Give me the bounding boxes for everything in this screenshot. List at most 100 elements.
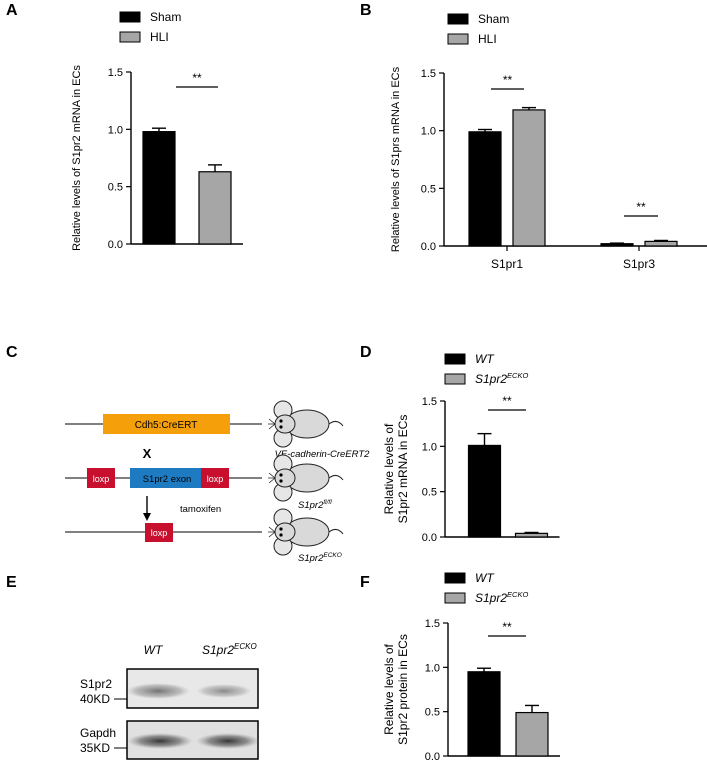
- legend-swatch: [444, 373, 466, 385]
- western-blot: WT S1pr2ECKO S1pr2 40KD Gapdh 35KD: [80, 642, 260, 760]
- blot-col-ko: S1pr2ECKO: [202, 642, 257, 657]
- blot-row1-name: S1pr2: [80, 677, 112, 691]
- legend-label-sup: ECKO: [507, 590, 528, 599]
- blot-band: [127, 733, 193, 749]
- s1pr2-exon-box: [130, 468, 204, 488]
- loxp-box-remaining: [145, 523, 173, 542]
- loxp-label-left: loxp: [93, 474, 110, 484]
- y-tick-label: 0.0: [421, 241, 436, 253]
- legend-label: WT: [475, 352, 495, 366]
- x-tick-label: S1pr3: [623, 257, 655, 271]
- cdh5-creert-box: [103, 414, 230, 434]
- blot-band: [196, 733, 260, 749]
- legend-swatch: [444, 572, 466, 584]
- legend-label: HLI: [478, 32, 497, 46]
- legend-label-main: WT: [475, 571, 495, 585]
- legend-label-main: S1pr2: [475, 591, 507, 605]
- y-tick-label: 0.5: [421, 183, 436, 195]
- cdh5-creert-label: Cdh5:CreERT: [135, 420, 198, 431]
- bar-s1pr2-ecko: [515, 711, 549, 757]
- mouse-icon: [267, 400, 344, 448]
- arrow-head-icon: [143, 513, 151, 521]
- legend-label-main: S1pr2: [475, 372, 507, 386]
- loxp-box-right: [201, 468, 229, 488]
- y-axis-label: Relative levels of: [382, 423, 396, 514]
- significance-label: **: [502, 394, 512, 408]
- bar-wt: [467, 444, 502, 538]
- legend-label-sup: ECKO: [507, 371, 528, 380]
- s1pr2-exon-label: S1pr2 exon: [143, 474, 192, 485]
- y-tick-label: 1.0: [108, 124, 123, 136]
- significance-label: **: [192, 71, 202, 85]
- loxp-box-left: [87, 468, 115, 488]
- y-tick-label: 1.5: [425, 618, 440, 630]
- legend-swatch: [119, 11, 141, 23]
- bar-sham: [468, 131, 502, 247]
- cross-mark: X: [143, 446, 152, 461]
- bar-wt: [467, 671, 501, 757]
- blot-row2-kd: 35KD: [80, 741, 110, 755]
- significance-label: **: [502, 620, 512, 634]
- legend-swatch: [447, 13, 469, 25]
- y-tick-label: 0.0: [422, 532, 437, 544]
- y-axis-label: Relative levels of S1prs mRNA in ECs: [390, 66, 402, 252]
- significance-label: **: [636, 200, 646, 214]
- mouse1-label: VE-cadherin-CreERT2: [275, 449, 371, 460]
- y-tick-label: 1.5: [421, 68, 436, 80]
- legend-label: S1pr2ECKO: [475, 371, 528, 386]
- legend-label: WT: [475, 571, 495, 585]
- y-tick-label: 0.5: [422, 487, 437, 499]
- panel-label-d: D: [360, 344, 372, 361]
- panel-label-b: B: [360, 2, 372, 19]
- panel-label-f: F: [360, 574, 370, 591]
- blot-col-wt: WT: [144, 643, 164, 657]
- bar-sham: [600, 243, 634, 247]
- bar-sham: [142, 131, 176, 245]
- blot-band: [196, 684, 252, 698]
- panel-label-a: A: [6, 2, 18, 19]
- tamoxifen-label: tamoxifen: [180, 504, 221, 515]
- chart-b: Sham HLI 0.0 0.5 1.0 1.5 Relative levels of S1…: [390, 12, 707, 271]
- y-axis-label: Relative levels of: [382, 643, 396, 734]
- y-tick-label: 0.0: [425, 751, 440, 763]
- x-tick-label: S1pr1: [491, 257, 523, 271]
- y-tick-label: 0.5: [108, 182, 123, 194]
- loxp-label-right: loxp: [207, 474, 224, 484]
- y-tick-label: 1.5: [422, 396, 437, 408]
- legend-label: S1pr2ECKO: [475, 590, 528, 605]
- mouse2-label: S1pr2fl/fl: [298, 499, 332, 511]
- legend-swatch: [119, 31, 141, 43]
- y-tick-label: 1.5: [108, 67, 123, 79]
- mouse3-label: S1pr2ECKO: [298, 552, 342, 564]
- bar-hli: [198, 171, 232, 245]
- y-tick-label: 1.0: [425, 662, 440, 674]
- y-tick-label: 1.0: [421, 126, 436, 138]
- breeding-scheme: Cdh5:CreERT VE-cadherin-CreERT2 X loxp S…: [65, 400, 371, 564]
- y-tick-label: 0.5: [425, 707, 440, 719]
- legend-label-main: WT: [475, 352, 495, 366]
- y-axis-label: S1pr2 protein in ECs: [396, 634, 410, 745]
- mouse-icon: [267, 454, 344, 502]
- y-tick-label: 0.0: [108, 239, 123, 251]
- legend-swatch: [444, 353, 466, 365]
- y-tick-label: 1.0: [422, 441, 437, 453]
- bar-s1pr2-ecko: [514, 532, 549, 538]
- mouse-icon: [267, 508, 344, 556]
- legend-swatch: [444, 592, 466, 604]
- chart-d: WT S1pr2ECKO 0.0 0.5 1.0 1.5 Relative levels o…: [382, 352, 560, 544]
- panel-label-c: C: [6, 344, 18, 361]
- chart-f: WT S1pr2ECKO 0.0 0.5 1.0 1.5 Relative levels o…: [382, 571, 560, 763]
- y-axis-label: S1pr2 mRNA in ECs: [396, 415, 410, 524]
- significance-label: **: [503, 73, 513, 87]
- bar-hli: [644, 240, 678, 247]
- legend-label: Sham: [150, 10, 181, 24]
- y-axis-label: Relative levels of S1pr2 mRNA in ECs: [71, 65, 83, 251]
- legend-label: HLI: [150, 30, 169, 44]
- loxp-label-remaining: loxp: [151, 528, 168, 538]
- legend-swatch: [447, 33, 469, 45]
- blot-row2-name: Gapdh: [80, 726, 116, 740]
- blot-row1-kd: 40KD: [80, 692, 110, 706]
- bar-hli: [512, 109, 546, 247]
- blot-band: [126, 683, 190, 699]
